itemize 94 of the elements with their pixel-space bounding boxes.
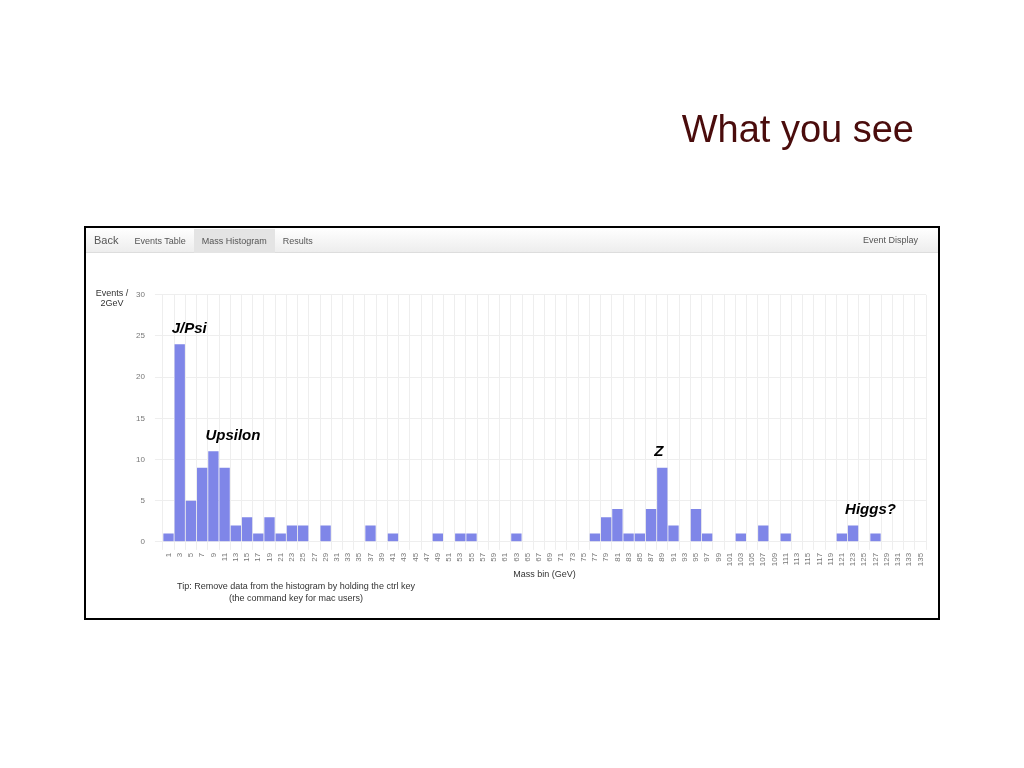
text: Back xyxy=(93,233,120,248)
x-tick-label: 11 xyxy=(219,552,229,562)
text: Results xyxy=(281,235,314,248)
x-tick-label: 49 xyxy=(433,552,443,562)
text: Event Display xyxy=(862,234,918,247)
x-tick-label: 65 xyxy=(522,552,532,562)
x-tick-label: 55 xyxy=(466,552,476,562)
x-tick-label: 1 xyxy=(163,552,173,558)
x-tick-label: 27 xyxy=(309,552,319,562)
x-tick-label: 117 xyxy=(814,552,824,566)
x-tick-label: 67 xyxy=(534,552,544,562)
annotation: Z xyxy=(653,442,665,460)
x-tick-label: 115 xyxy=(803,552,813,566)
annotation: J/Psi xyxy=(171,318,208,336)
x-tick-label: 19 xyxy=(264,552,274,562)
x-tick-label: 75 xyxy=(578,552,588,562)
x-tick-label: 21 xyxy=(275,552,285,562)
bar xyxy=(758,525,769,542)
x-axis-title: Mass bin (GeV) xyxy=(513,569,576,580)
text: Tip: Remove data from the histogram by holding the ctrl key xyxy=(176,580,416,592)
x-tick-label: 123 xyxy=(848,552,858,567)
x-tick-label: 29 xyxy=(320,552,330,562)
x-tick-label: 15 xyxy=(242,552,252,562)
x-tick-label: 33 xyxy=(343,552,353,562)
x-tick-label: 93 xyxy=(679,552,689,562)
x-tick-label: 57 xyxy=(477,552,487,562)
x-tick-label: 69 xyxy=(545,552,555,562)
chart-title: What you see xyxy=(681,108,914,151)
annotation: Higgs? xyxy=(845,500,896,518)
x-tick-label: 63 xyxy=(511,552,521,562)
bar xyxy=(511,533,522,542)
y-tick-label: 25 xyxy=(135,331,146,341)
x-tick-label: 17 xyxy=(253,552,263,562)
x-tick-label: 31 xyxy=(332,552,342,562)
x-tick-label: 83 xyxy=(623,552,633,562)
y-tick-label: 20 xyxy=(135,372,146,382)
x-tick-label: 101 xyxy=(724,552,734,567)
x-tick-label: 129 xyxy=(881,552,891,567)
x-tick-label: 133 xyxy=(904,552,914,567)
x-tick-label: 9 xyxy=(208,552,218,558)
x-tick-label: 73 xyxy=(567,552,577,562)
bar xyxy=(365,525,376,542)
bar xyxy=(870,533,881,542)
x-tick-label: 47 xyxy=(421,552,431,562)
x-tick-label: 121 xyxy=(837,552,847,567)
x-tick-label: 43 xyxy=(399,552,409,562)
x-tick-label: 71 xyxy=(556,552,566,562)
x-tick-label: 23 xyxy=(287,552,297,562)
x-tick-label: 109 xyxy=(769,552,779,567)
y-tick-label: 15 xyxy=(135,413,146,423)
x-tick-label: 59 xyxy=(489,552,499,562)
x-tick-label: 25 xyxy=(298,552,308,562)
y-tick-label: 0 xyxy=(140,537,146,547)
x-tick-label: 111 xyxy=(780,552,790,566)
x-tick-label: 85 xyxy=(635,552,645,562)
y-tick-label: 5 xyxy=(140,495,146,505)
x-tick-label: 77 xyxy=(590,552,600,562)
x-tick-label: 91 xyxy=(668,552,678,562)
annotation: Upsilon xyxy=(205,425,261,443)
y-tick-label: 30 xyxy=(135,290,146,299)
x-tick-label: 3 xyxy=(174,552,184,558)
x-tick-label: 51 xyxy=(444,552,454,562)
y-axis-title: Events / 2GeV xyxy=(94,288,130,308)
text: (the command key for mac users) xyxy=(227,592,364,604)
x-tick-label: 131 xyxy=(893,552,903,567)
x-tick-label: 135 xyxy=(915,552,925,567)
x-tick-label: 79 xyxy=(601,552,611,562)
x-tick-label: 39 xyxy=(376,552,386,562)
x-tick-label: 119 xyxy=(825,552,835,566)
x-tick-label: 107 xyxy=(758,552,768,567)
x-tick-label: 45 xyxy=(410,552,420,562)
x-tick-label: 81 xyxy=(612,552,622,562)
text: Mass Histogram xyxy=(193,229,275,253)
x-tick-label: 105 xyxy=(747,552,757,567)
x-tick-label: 95 xyxy=(691,552,701,562)
x-tick-label: 37 xyxy=(365,552,375,562)
bar xyxy=(320,525,331,542)
x-tick-label: 99 xyxy=(713,552,723,562)
x-tick-label: 127 xyxy=(870,552,880,567)
x-tick-label: 35 xyxy=(354,552,364,562)
y-tick-label: 10 xyxy=(135,454,146,464)
text: Events Table xyxy=(133,235,187,248)
x-tick-label: 7 xyxy=(197,552,207,558)
x-tick-label: 41 xyxy=(388,552,398,562)
x-tick-label: 103 xyxy=(736,552,746,567)
x-tick-label: 97 xyxy=(702,552,712,562)
x-tick-label: 113 xyxy=(792,552,802,566)
x-tick-label: 125 xyxy=(859,552,869,567)
x-tick-label: 61 xyxy=(500,552,510,562)
x-tick-label: 53 xyxy=(455,552,465,562)
x-tick-label: 89 xyxy=(657,552,667,562)
x-tick-label: 13 xyxy=(231,552,241,562)
x-tick-label: 87 xyxy=(646,552,656,562)
x-tick-label: 5 xyxy=(186,552,196,558)
